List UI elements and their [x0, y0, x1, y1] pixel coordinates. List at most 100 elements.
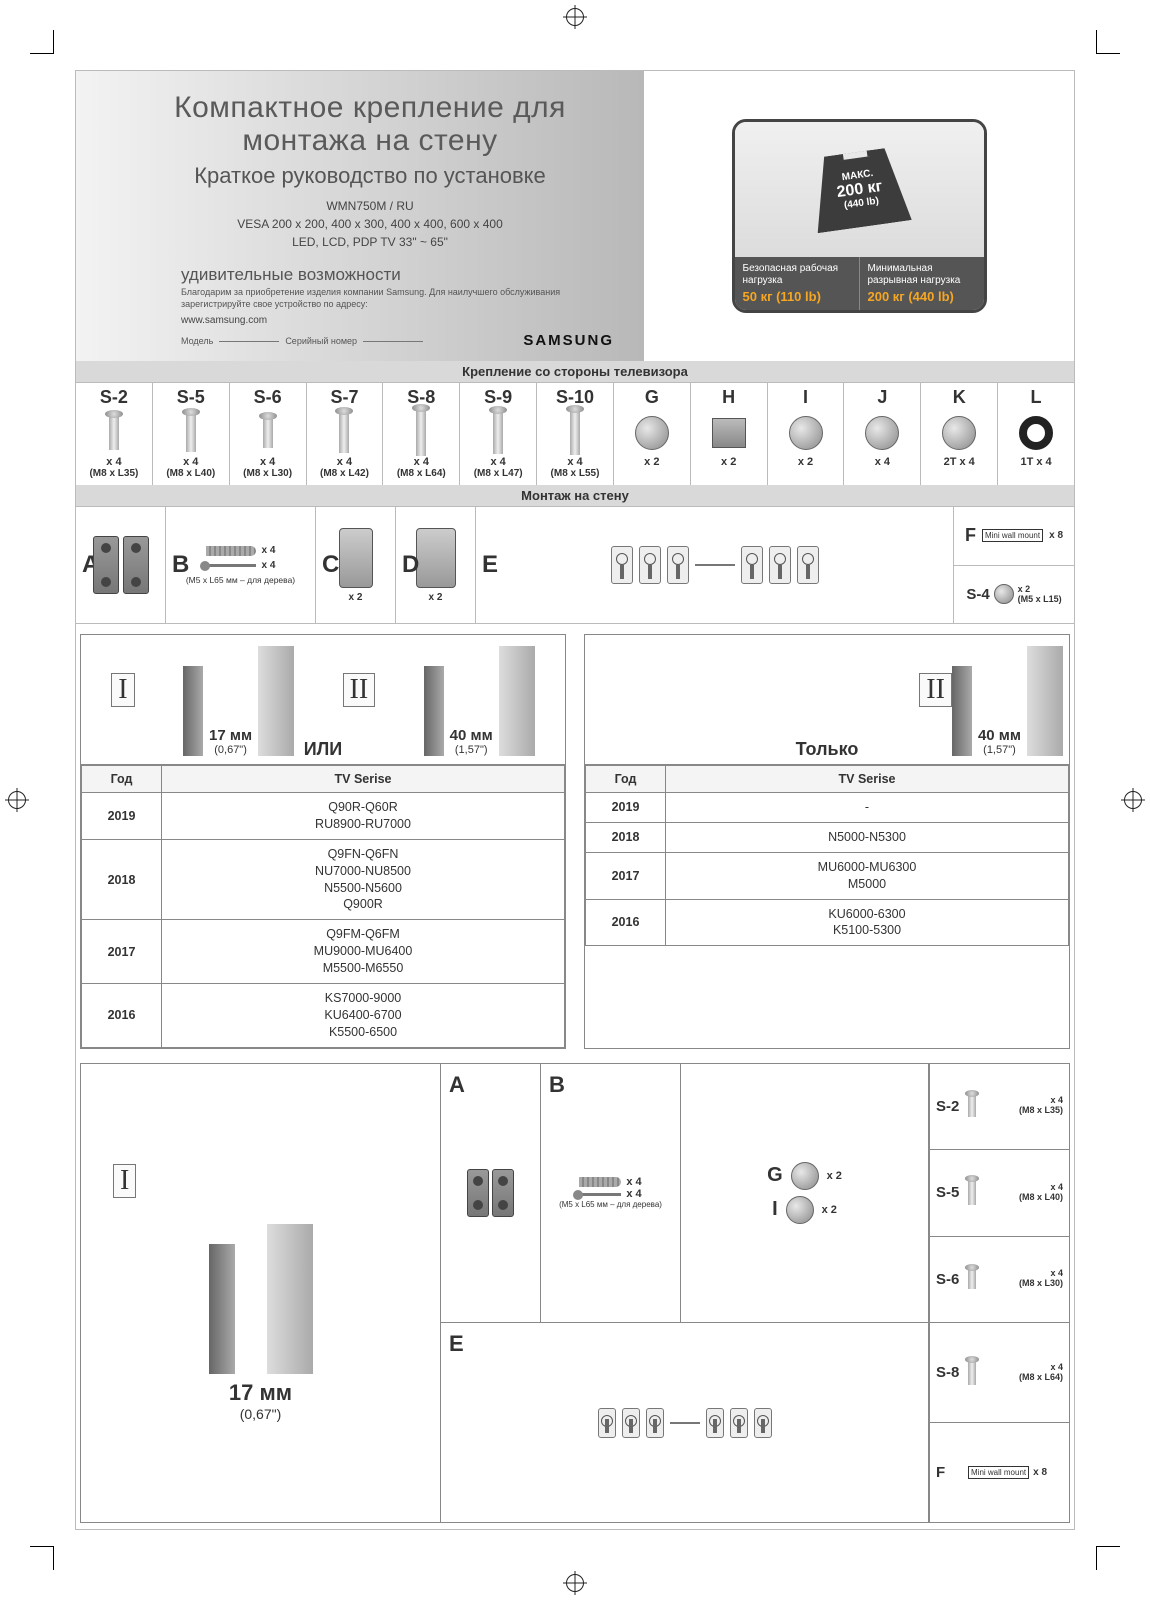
- keyhole-icon: [741, 546, 763, 584]
- br-g-label: G: [767, 1164, 783, 1187]
- samsung-url[interactable]: www.samsung.com: [181, 315, 267, 326]
- load-box: МАКС. 200 кг (440 lb) Безопасная рабочая…: [732, 119, 987, 314]
- part-cell-S-6: S-6 x 4(M8 x L30): [230, 383, 307, 485]
- compat-table-right: ГодTV Serise 2019-2018N5000-N53002017MU6…: [585, 765, 1069, 946]
- wall-cell-d: D x 2: [396, 507, 476, 623]
- model-blank: [219, 341, 279, 342]
- gap-40-in: (1,57"): [450, 744, 493, 756]
- part-cell-G: Gx 2: [614, 383, 691, 485]
- br-g-qty: x 2: [827, 1170, 842, 1182]
- keyhole-icon: [769, 546, 791, 584]
- screw-icon: [206, 564, 256, 567]
- tv-slab: [209, 1244, 235, 1374]
- wall-slab: [1027, 646, 1063, 756]
- keyhole-icon: [646, 1408, 664, 1438]
- washer-icon: [994, 584, 1014, 604]
- br-b-note: (M5 x L65 мм – для дерева): [559, 1200, 662, 1209]
- br-cell-b: B x 4 x 4 (M5 x L65 мм – для дерева): [541, 1064, 681, 1323]
- vesa-line: VESA 200 x 200, 400 x 300, 400 x 400, 60…: [126, 215, 614, 233]
- gap-40r: 40 мм: [978, 727, 1021, 744]
- bottom-left-diagram: I 17 мм (0,67"): [81, 1064, 441, 1523]
- compat-row-2018: 2018N5000-N5300: [586, 822, 1069, 852]
- br-cell-e: E: [441, 1323, 929, 1522]
- load-values: Безопасная рабочая нагрузка 50 кг (110 l…: [735, 257, 984, 311]
- br-b-screw-qty: x 4: [626, 1188, 641, 1200]
- tv-profile-bottom: [209, 1224, 313, 1374]
- keyhole-icon: [598, 1408, 616, 1438]
- washer-icon: [791, 1162, 819, 1190]
- registration-mark: [1124, 791, 1142, 809]
- br-i-qty: x 2: [822, 1204, 837, 1216]
- header-meta: WMN750M / RU VESA 200 x 200, 400 x 300, …: [126, 197, 614, 251]
- break-load-value: 200 кг (440 lb): [868, 289, 954, 304]
- compat-row-2018: 2018Q9FN-Q6FNNU7000-NU8500N5500-N5600Q90…: [82, 839, 565, 920]
- part-cell-S-5: S-5 x 4(M8 x L40): [153, 383, 230, 485]
- wall-cell-c: C x 2: [316, 507, 396, 623]
- bottom-side-screws: S-2x 4(M8 x L35)S-5x 4(M8 x L40)S-6x 4(M…: [929, 1064, 1069, 1323]
- br-f-qty: x 8: [1033, 1467, 1047, 1478]
- crop-mark: [30, 1546, 54, 1570]
- header-left: Компактное крепление для монтажа на стен…: [76, 71, 644, 361]
- wall-b-label: B: [172, 551, 189, 579]
- wall-c-qty: x 2: [349, 592, 363, 603]
- wall-s4-spec: (M5 x L15): [1018, 594, 1062, 604]
- safe-load-cell: Безопасная рабочая нагрузка 50 кг (110 l…: [735, 257, 859, 311]
- keyhole-icon: [611, 546, 633, 584]
- serial-blank: [363, 341, 423, 342]
- header-right: МАКС. 200 кг (440 lb) Безопасная рабочая…: [644, 71, 1074, 361]
- keyhole-icon: [622, 1408, 640, 1438]
- subtitle: Краткое руководство по установке: [126, 163, 614, 189]
- br-f-label: F: [936, 1464, 964, 1481]
- wall-cell-b: B x 4 x 4 (M5 x L65 мм – для дерева): [166, 507, 316, 623]
- header: Компактное крепление для монтажа на стен…: [76, 71, 1074, 361]
- part-cell-H: Hx 2: [691, 383, 768, 485]
- tv-profile-40r: 40 мм (1,57"): [952, 646, 1063, 756]
- break-load-cell: Минимальная разрывная нагрузка 200 кг (4…: [859, 257, 984, 311]
- registration-mark: [566, 8, 584, 26]
- keyhole-icon: [797, 546, 819, 584]
- br-cell-a: A: [441, 1064, 541, 1323]
- gap-17-in: (0,67"): [209, 744, 252, 756]
- roman-one: I: [111, 673, 134, 707]
- thanks-text: Благодарим за приобретение изделия компа…: [181, 287, 614, 310]
- wall-slab: [267, 1224, 313, 1374]
- keyhole-icon: [730, 1408, 748, 1438]
- compat-table-left: ГодTV Serise 2019Q90R-Q60RRU8900-RU70002…: [81, 765, 565, 1048]
- part-cell-S-7: S-7 x 4(M8 x L42): [307, 383, 384, 485]
- wall-d-qty: x 2: [429, 592, 443, 603]
- wall-cell-e: E: [476, 507, 954, 623]
- part-cell-S-8: S-8 x 4(M8 x L64): [383, 383, 460, 485]
- gauge-strip: [598, 1408, 772, 1438]
- th-series: TV Serise: [666, 766, 1069, 793]
- wall-s4-qty: x 2: [1018, 584, 1062, 594]
- strip-line: [670, 1422, 700, 1424]
- part-cell-L: L1T x 4: [998, 383, 1074, 485]
- screw-icon: [968, 1361, 976, 1385]
- compat-row-2016: 2016KS7000-9000KU6400-6700K5500-6500: [82, 983, 565, 1047]
- part-cell-J: Jx 4: [844, 383, 921, 485]
- th-year: Год: [586, 766, 666, 793]
- gap-bottom: 17 мм: [229, 1380, 292, 1405]
- page: Компактное крепление для монтажа на стен…: [75, 70, 1075, 1530]
- part-cell-S-2: S-2 x 4(M8 x L35): [76, 383, 153, 485]
- screw-icon: [579, 1193, 621, 1196]
- gauge-strip: [611, 546, 819, 584]
- safe-load-label: Безопасная рабочая нагрузка: [743, 263, 851, 287]
- br-i-label: I: [772, 1198, 778, 1221]
- bottom-bot-row: E S-8 x 4(M8 x L64): [441, 1323, 1069, 1522]
- tv-profile-17: 17 мм (0,67"): [183, 646, 294, 756]
- crop-mark: [1096, 1546, 1120, 1570]
- compat-right-diagram: II 40 мм (1,57") Только: [585, 635, 1069, 765]
- title: Компактное крепление для монтажа на стен…: [126, 91, 614, 157]
- br-side-f: F Mini wall mount x 8: [929, 1423, 1069, 1522]
- br-side-S-6: S-6x 4(M8 x L30): [929, 1237, 1069, 1323]
- compat-row: I 17 мм (0,67") II 40 мм (1,57"): [76, 624, 1074, 1059]
- bottom-top-row: A B x 4 x 4 (M5 x L65 мм – для дерева) G…: [441, 1064, 1069, 1324]
- br-side-S-2: S-2x 4(M8 x L35): [929, 1064, 1069, 1151]
- tv-types: LED, LCD, PDP TV 33" ~ 65": [126, 233, 614, 251]
- gap-bottom-in: (0,67"): [229, 1406, 292, 1422]
- compat-left: I 17 мм (0,67") II 40 мм (1,57"): [80, 634, 566, 1049]
- bottom-right: A B x 4 x 4 (M5 x L65 мм – для дерева) G…: [441, 1064, 1069, 1523]
- gap-40r-in: (1,57"): [978, 744, 1021, 756]
- gap-17-label: 17 мм (0,67"): [209, 727, 252, 756]
